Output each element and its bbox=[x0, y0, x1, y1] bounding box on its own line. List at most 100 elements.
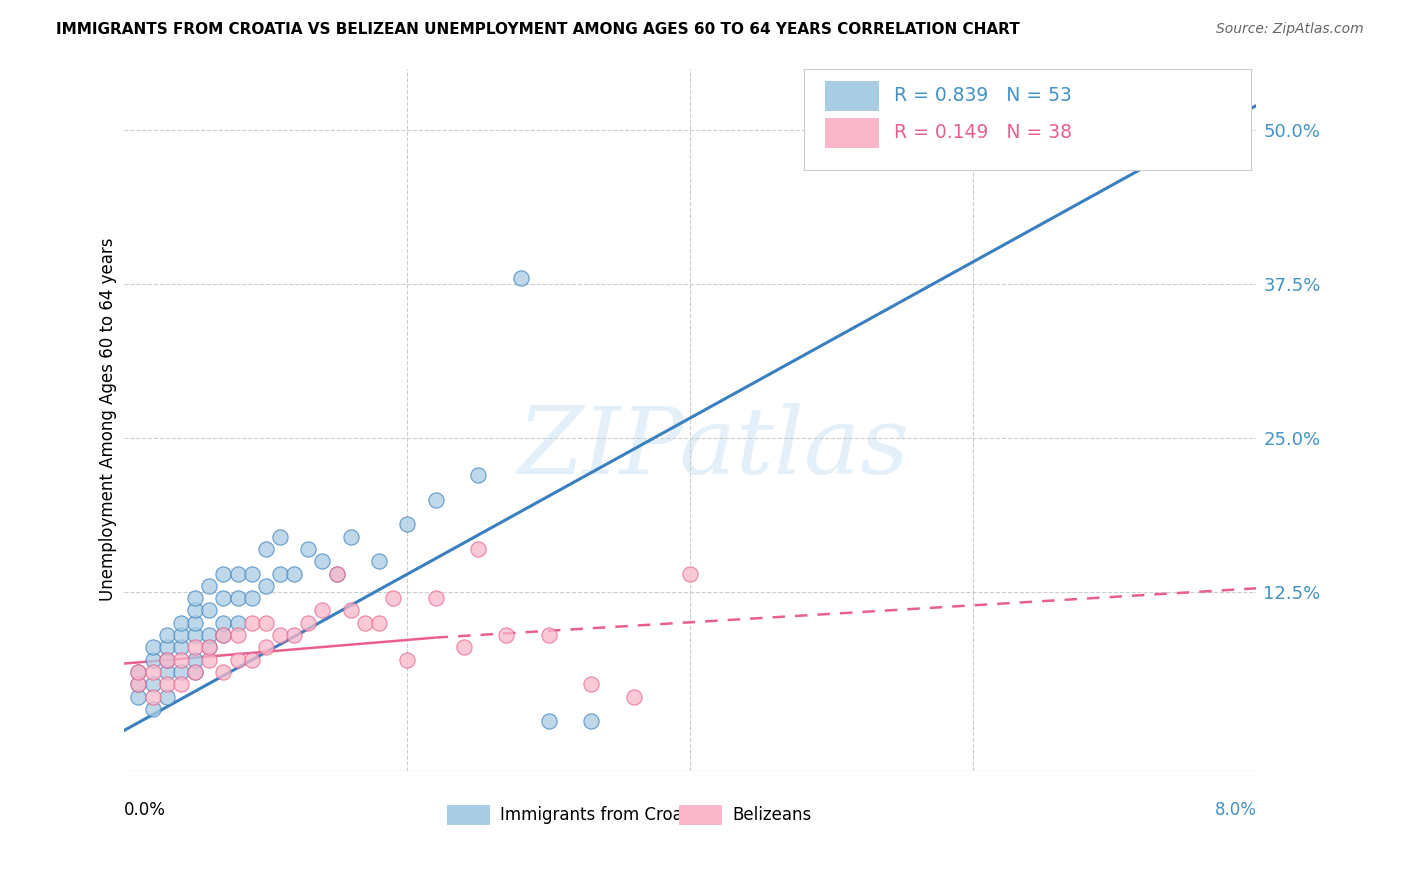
Point bbox=[156, 628, 179, 642]
Point bbox=[1174, 98, 1197, 112]
Text: 0.0%: 0.0% bbox=[124, 801, 166, 819]
Point bbox=[1174, 123, 1197, 137]
Point bbox=[198, 640, 221, 655]
Point bbox=[127, 677, 149, 691]
Point bbox=[283, 628, 305, 642]
Point bbox=[226, 653, 249, 667]
Point bbox=[254, 541, 277, 556]
Point bbox=[142, 702, 165, 716]
Y-axis label: Unemployment Among Ages 60 to 64 years: Unemployment Among Ages 60 to 64 years bbox=[100, 238, 117, 601]
Point bbox=[396, 653, 419, 667]
Point bbox=[254, 579, 277, 593]
Point bbox=[425, 492, 447, 507]
Point bbox=[537, 714, 560, 729]
Point bbox=[537, 628, 560, 642]
Point bbox=[297, 541, 319, 556]
Text: R = 0.839   N = 53: R = 0.839 N = 53 bbox=[894, 86, 1071, 104]
Point bbox=[184, 665, 207, 679]
Point bbox=[226, 566, 249, 581]
Point bbox=[396, 517, 419, 532]
Point bbox=[170, 640, 193, 655]
Point bbox=[339, 530, 361, 544]
Point bbox=[142, 653, 165, 667]
Point bbox=[240, 591, 263, 606]
Bar bbox=[447, 805, 489, 824]
Point bbox=[156, 690, 179, 704]
Point bbox=[156, 653, 179, 667]
Point bbox=[127, 690, 149, 704]
Point bbox=[198, 653, 221, 667]
Text: Immigrants from Croatia: Immigrants from Croatia bbox=[501, 805, 704, 824]
Point bbox=[184, 615, 207, 630]
Point bbox=[142, 690, 165, 704]
Point bbox=[212, 566, 235, 581]
Point bbox=[184, 665, 207, 679]
Point bbox=[198, 640, 221, 655]
Point bbox=[269, 566, 291, 581]
Text: ZIPatlas: ZIPatlas bbox=[517, 402, 908, 492]
Point bbox=[156, 665, 179, 679]
Text: 8.0%: 8.0% bbox=[1215, 801, 1257, 819]
Text: Source: ZipAtlas.com: Source: ZipAtlas.com bbox=[1216, 22, 1364, 37]
Point bbox=[170, 665, 193, 679]
Point bbox=[170, 677, 193, 691]
Point bbox=[254, 615, 277, 630]
Point bbox=[170, 628, 193, 642]
Point bbox=[226, 628, 249, 642]
Text: R = 0.149   N = 38: R = 0.149 N = 38 bbox=[894, 123, 1073, 142]
Point bbox=[283, 566, 305, 581]
Point bbox=[509, 271, 531, 285]
FancyBboxPatch shape bbox=[804, 69, 1251, 170]
Point bbox=[382, 591, 405, 606]
Point bbox=[495, 628, 517, 642]
Point bbox=[368, 554, 391, 568]
Point bbox=[212, 591, 235, 606]
Point bbox=[297, 615, 319, 630]
Point bbox=[339, 603, 361, 617]
Point bbox=[212, 628, 235, 642]
Point bbox=[581, 714, 603, 729]
Point bbox=[269, 628, 291, 642]
Point bbox=[184, 653, 207, 667]
Point bbox=[311, 554, 333, 568]
Point bbox=[127, 665, 149, 679]
Point bbox=[325, 566, 347, 581]
Point bbox=[184, 591, 207, 606]
Point bbox=[212, 615, 235, 630]
Point bbox=[198, 628, 221, 642]
Point bbox=[467, 467, 489, 482]
Point bbox=[142, 665, 165, 679]
Point bbox=[142, 677, 165, 691]
Point bbox=[156, 640, 179, 655]
Point bbox=[467, 541, 489, 556]
Point bbox=[254, 640, 277, 655]
Point bbox=[240, 653, 263, 667]
Point bbox=[212, 665, 235, 679]
Point bbox=[170, 615, 193, 630]
Text: IMMIGRANTS FROM CROATIA VS BELIZEAN UNEMPLOYMENT AMONG AGES 60 TO 64 YEARS CORRE: IMMIGRANTS FROM CROATIA VS BELIZEAN UNEM… bbox=[56, 22, 1019, 37]
Bar bbox=[679, 805, 723, 824]
Bar bbox=[825, 119, 879, 148]
Text: Belizeans: Belizeans bbox=[733, 805, 811, 824]
Point bbox=[184, 640, 207, 655]
Point bbox=[425, 591, 447, 606]
Point bbox=[240, 566, 263, 581]
Point bbox=[156, 677, 179, 691]
Point bbox=[127, 677, 149, 691]
Point bbox=[198, 603, 221, 617]
Point bbox=[581, 677, 603, 691]
Point bbox=[311, 603, 333, 617]
Point bbox=[170, 653, 193, 667]
Point bbox=[368, 615, 391, 630]
Point bbox=[198, 579, 221, 593]
Point bbox=[156, 653, 179, 667]
Bar bbox=[825, 81, 879, 111]
Point bbox=[269, 530, 291, 544]
Point bbox=[453, 640, 475, 655]
Point bbox=[623, 690, 645, 704]
Point bbox=[184, 603, 207, 617]
Point bbox=[226, 615, 249, 630]
Point bbox=[127, 665, 149, 679]
Point bbox=[184, 628, 207, 642]
Point bbox=[212, 628, 235, 642]
